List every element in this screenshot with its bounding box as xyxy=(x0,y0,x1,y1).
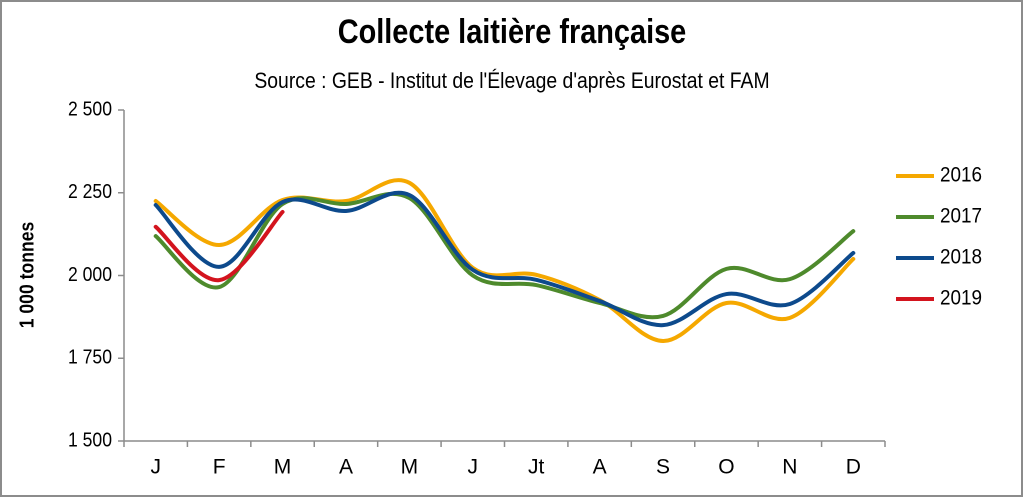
y-tick-label: 2 250 xyxy=(68,180,112,202)
x-tick-label: M xyxy=(274,456,292,479)
x-tick-label: O xyxy=(718,456,734,479)
series-line xyxy=(153,191,856,320)
y-tick-label: 1 500 xyxy=(68,428,112,450)
x-tick-label: J xyxy=(150,456,161,479)
chart-subtitle: Source : GEB - Institut de l'Élevage d'a… xyxy=(254,69,769,93)
chart-title: Collecte laitière française xyxy=(338,12,687,51)
x-tick-label: F xyxy=(213,456,226,479)
x-tick-label: M xyxy=(401,456,419,479)
x-tick-label: Jt xyxy=(528,456,545,479)
x-tick-label: N xyxy=(782,456,797,479)
legend-label: 2016 xyxy=(940,164,982,187)
legend-label: 2019 xyxy=(940,287,982,310)
series-line xyxy=(153,178,856,344)
legend-label: 2017 xyxy=(940,205,982,228)
y-tick-label: 1 750 xyxy=(68,345,112,367)
y-axis-label: 1 000 tonnes xyxy=(15,222,37,329)
x-tick-label: D xyxy=(846,456,861,479)
series-line xyxy=(153,190,856,328)
x-tick-label: A xyxy=(593,456,607,479)
y-tick-label: 2 500 xyxy=(68,97,112,119)
x-tick-label: A xyxy=(339,456,353,479)
legend-label: 2018 xyxy=(940,246,982,269)
series-line xyxy=(153,209,285,283)
x-tick-label: J xyxy=(468,456,479,479)
y-tick-label: 2 000 xyxy=(68,263,112,285)
x-tick-label: S xyxy=(656,456,670,479)
